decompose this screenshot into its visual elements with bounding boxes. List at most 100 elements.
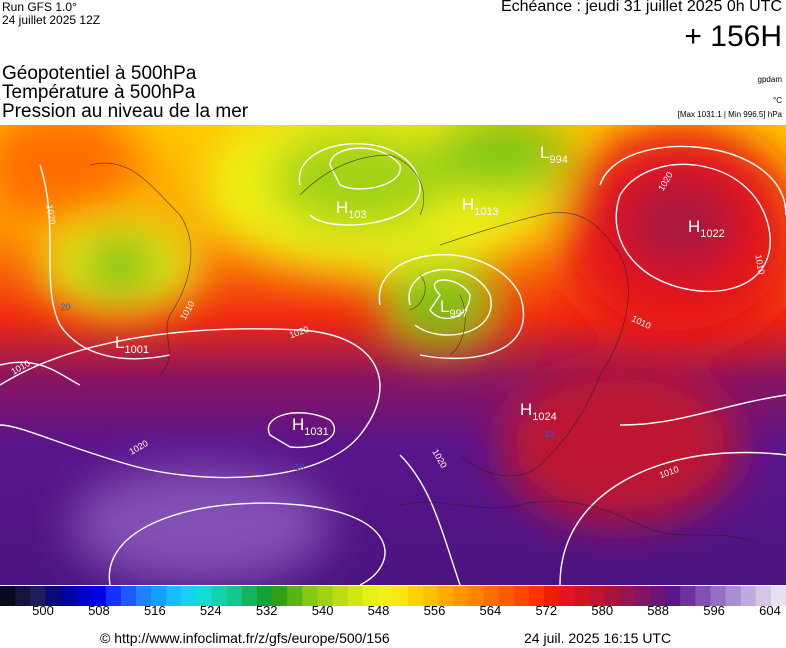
color-swatch bbox=[513, 586, 530, 606]
valid-time: Echéance : jeudi 31 juillet 2025 0h UTC bbox=[500, 0, 782, 15]
pressure-center: L997 bbox=[440, 297, 468, 320]
color-swatch bbox=[120, 586, 137, 606]
color-swatch bbox=[60, 586, 77, 606]
layer: Température à 500hPa bbox=[2, 82, 196, 103]
colorbar-tick: 588 bbox=[647, 603, 669, 616]
center-value: 1031 bbox=[304, 426, 328, 438]
colorbar-tick: 516 bbox=[144, 603, 166, 616]
color-swatch bbox=[272, 586, 288, 606]
pressure-center: H1013 bbox=[462, 195, 499, 218]
pressure-center: H103 bbox=[336, 198, 367, 221]
colorbar-tick: 596 bbox=[703, 603, 725, 616]
color-swatch bbox=[725, 586, 742, 606]
color-swatch bbox=[30, 586, 46, 606]
layer: Pression au niveau de la mer bbox=[2, 101, 249, 122]
color-swatch bbox=[136, 586, 152, 606]
color-swatch bbox=[710, 586, 727, 606]
unit: [Max 1031.1 | Min 996.5] hPa bbox=[677, 110, 782, 119]
color-swatch bbox=[317, 586, 334, 606]
colorbar-tick: 524 bbox=[200, 603, 222, 616]
color-swatch bbox=[619, 586, 636, 606]
colorbar-tick: 580 bbox=[591, 603, 613, 616]
lead-time: + 156H bbox=[684, 20, 782, 53]
center-letter: H bbox=[520, 400, 532, 419]
colorbar-tick: 532 bbox=[256, 603, 278, 616]
color-swatch bbox=[166, 586, 182, 606]
center-value: 1001 bbox=[124, 344, 148, 356]
color-swatch bbox=[0, 586, 16, 606]
center-letter: L bbox=[540, 143, 549, 162]
color-swatch bbox=[75, 586, 92, 606]
color-swatch bbox=[529, 586, 545, 606]
unit: gpdam bbox=[757, 75, 782, 84]
color-swatch bbox=[151, 586, 167, 606]
color-swatch bbox=[377, 586, 394, 606]
colorbar-tick: 604 bbox=[759, 603, 781, 616]
colorbar-tick: 564 bbox=[480, 603, 502, 616]
colorbar-tick: 548 bbox=[368, 603, 390, 616]
color-swatch bbox=[256, 586, 273, 606]
center-value: 103 bbox=[348, 209, 366, 221]
color-swatch bbox=[302, 586, 318, 606]
color-swatch bbox=[241, 586, 258, 606]
color-swatch bbox=[695, 586, 711, 606]
color-swatch bbox=[90, 586, 107, 606]
run: Run GFS 1.0° bbox=[2, 0, 77, 14]
color-swatch bbox=[15, 586, 31, 606]
color-swatch bbox=[226, 586, 243, 606]
color-swatch bbox=[680, 586, 696, 606]
color-swatch bbox=[438, 586, 454, 606]
color-swatch bbox=[347, 586, 364, 606]
color-swatch bbox=[453, 586, 470, 606]
color-swatch bbox=[574, 586, 590, 606]
color-swatch bbox=[105, 586, 122, 606]
temperature-label: -20 bbox=[57, 302, 70, 312]
pressure-center: H1024 bbox=[520, 400, 557, 423]
isobar-label: 1010 bbox=[753, 254, 766, 275]
center-value: 994 bbox=[549, 154, 567, 166]
color-swatch bbox=[45, 586, 61, 606]
pressure-center: L994 bbox=[540, 143, 568, 166]
center-letter: H bbox=[688, 217, 700, 236]
colorbar-tick: 572 bbox=[535, 603, 557, 616]
colorbar: 500 508 516 524 532 540 548 556 564 572 580 588 596 6… bbox=[0, 586, 786, 616]
color-swatch bbox=[770, 586, 786, 606]
color-swatch bbox=[423, 586, 439, 606]
color-swatch bbox=[559, 586, 575, 606]
center-letter: H bbox=[336, 198, 348, 217]
color-swatch bbox=[408, 586, 424, 606]
color-swatch bbox=[755, 586, 772, 606]
color-swatch bbox=[589, 586, 606, 606]
color-swatch bbox=[362, 586, 379, 606]
colorbar-tick: 556 bbox=[424, 603, 446, 616]
pressure-center: L1001 bbox=[115, 333, 149, 356]
temperature-label: -10 bbox=[291, 462, 304, 472]
center-value: 997 bbox=[449, 308, 467, 320]
color-swatch bbox=[468, 586, 485, 606]
color-swatch bbox=[544, 586, 560, 606]
run-date: 24 juillet 2025 12Z bbox=[2, 13, 101, 27]
color-swatch bbox=[332, 586, 349, 606]
center-letter: H bbox=[462, 195, 474, 214]
color-swatch bbox=[196, 586, 213, 606]
color-swatch bbox=[211, 586, 228, 606]
temperature-label: -10 bbox=[541, 429, 554, 439]
map: H1031H1024L997H1013L994H1022H103L1001102… bbox=[0, 125, 786, 585]
colorbar-tick: 508 bbox=[88, 603, 110, 616]
color-swatch bbox=[181, 586, 197, 606]
pressure-center: H1031 bbox=[292, 415, 329, 438]
color-swatch bbox=[649, 586, 666, 606]
color-swatch bbox=[393, 586, 409, 606]
color-swatch bbox=[604, 586, 621, 606]
center-letter: L bbox=[440, 297, 449, 316]
color-swatch bbox=[665, 586, 681, 606]
color-swatch bbox=[498, 586, 515, 606]
colorbar-tick: 540 bbox=[312, 603, 334, 616]
layer: Géopotentiel à 500hPa bbox=[2, 63, 197, 84]
pressure-center: H1022 bbox=[688, 217, 725, 240]
source-url: © http://www.infoclimat.fr/z/gfs/europe/… bbox=[100, 630, 390, 646]
center-value: 1013 bbox=[474, 206, 498, 218]
unit: °C bbox=[773, 96, 782, 105]
color-swatch bbox=[634, 586, 651, 606]
